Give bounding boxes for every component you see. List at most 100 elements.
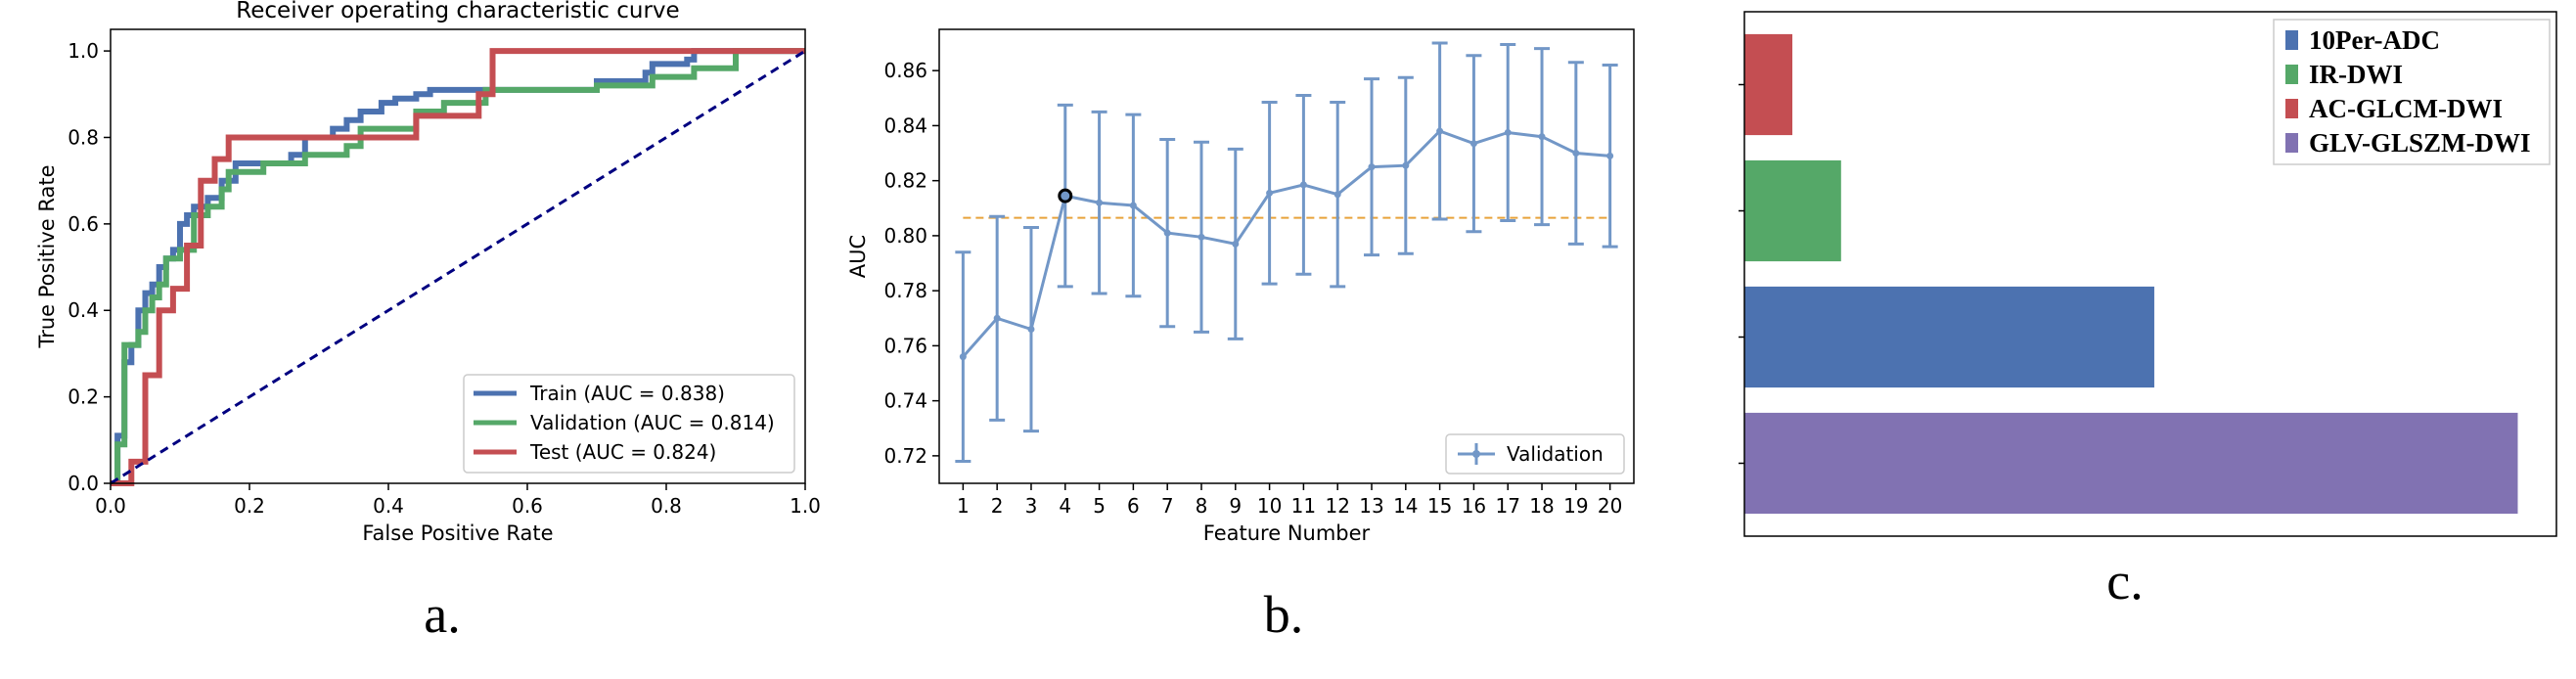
panel-b-xtick-label: 9	[1229, 494, 1242, 518]
panel-a-ytick-label: 0.4	[68, 298, 99, 322]
panel-c-legend: 10Per-ADC IR-DWI AC-GLCM-DWI GLV-GLSZM-D…	[2273, 19, 2551, 165]
panel-a-ylabel: True Positive Rate	[35, 164, 59, 348]
panel-b-point	[1198, 233, 1205, 241]
panel-b-series-group	[959, 127, 1614, 361]
panel-b-point	[993, 314, 1001, 322]
panel-a-xtick-label: 0.8	[651, 494, 682, 518]
panel-b-caption: b.	[1264, 585, 1304, 644]
panel-b-ytick-label: 0.78	[883, 279, 927, 302]
panel-b-xtick-label: 16	[1462, 494, 1486, 518]
panel-b-ytick-label: 0.74	[883, 389, 927, 413]
panel-b-point	[1402, 161, 1410, 169]
panel-a-xtick-label: 0.0	[95, 494, 126, 518]
panel-b-xtick-label: 14	[1393, 494, 1418, 518]
panel-b-xtick-label: 8	[1196, 494, 1208, 518]
panel-a-ticks: 0.0 0.2 0.4 0.6 0.8 1.0 0.0 0.2 0.4 0.6 0.8 1.0	[68, 39, 821, 518]
panel-a-xtick-label: 0.6	[512, 494, 543, 518]
panel-b-legend-validation: Validation	[1507, 442, 1604, 466]
panel-b-point	[1606, 152, 1614, 159]
panel-b-point	[1266, 189, 1274, 197]
panel-c-legend-glv-glszm-dwi: GLV-GLSZM-DWI	[2309, 128, 2531, 158]
panel-b: 1 2 3 4 5 6 7 8 9 10 11 12 13 14 15 16 17 18 19 200.720.740…	[846, 28, 1635, 644]
panel-b-xlabel: Feature Number	[1203, 521, 1371, 545]
panel-b-point	[1096, 199, 1104, 206]
panel-b-point	[1469, 140, 1477, 148]
panel-b-xtick-label: 20	[1598, 494, 1622, 518]
panel-a-legend: Train (AUC = 0.838) Validation (AUC = 0.…	[463, 374, 795, 474]
panel-a-xtick-label: 1.0	[790, 494, 821, 518]
panel-b-point	[1436, 127, 1444, 135]
panel-b-xtick-label: 2	[991, 494, 1004, 518]
panel-b-point	[1333, 191, 1341, 199]
panel-a-ytick-label: 0.2	[68, 385, 99, 409]
panel-c-bar-group	[1744, 33, 2518, 515]
panel-b-legend-box	[1445, 433, 1625, 475]
panel-a-series-group	[110, 48, 806, 486]
panel-b-ytick-label: 0.84	[883, 113, 927, 137]
panel-b-xtick-label: 7	[1161, 494, 1174, 518]
panel-b-xtick-label: 19	[1563, 494, 1588, 518]
panel-a-title: Receiver operating characteristic curve	[236, 0, 679, 23]
panel-b-point	[959, 353, 967, 361]
panel-a-xtick-label: 0.4	[373, 494, 404, 518]
panel-b-ytick-label: 0.86	[883, 59, 927, 82]
panel-b-xtick-label: 17	[1495, 494, 1519, 518]
panel-b-ytick-label: 0.72	[883, 444, 927, 468]
panel-b-point	[1129, 202, 1137, 209]
panel-c-legend-swatch-glv-glszm-dwi	[2285, 133, 2298, 153]
panel-a-ytick-label: 0.6	[68, 212, 99, 236]
panel-b-xtick-label: 6	[1127, 494, 1140, 518]
panel-b-point	[1232, 240, 1240, 248]
panel-b-point	[1299, 181, 1307, 189]
panel-b-point	[1027, 326, 1035, 334]
panel-a-caption: a.	[424, 585, 460, 644]
panel-b-xtick-label: 12	[1325, 494, 1349, 518]
panel-b-plot-frame	[938, 28, 1635, 484]
panel-b-xtick-label: 13	[1359, 494, 1383, 518]
panel-c-bar-10per-adc	[1744, 286, 2154, 388]
panel-b-ticks: 1 2 3 4 5 6 7 8 9 10 11 12 13 14 15 16 17 18 19 200.720.740…	[883, 59, 1622, 518]
panel-b-ytick-label: 0.82	[883, 169, 927, 193]
panel-b-point	[1504, 128, 1512, 136]
panel-b-legend: Validation	[1445, 433, 1625, 475]
panel-b-ytick-label: 0.80	[883, 224, 927, 248]
panel-a: Receiver operating characteristic curve …	[35, 0, 821, 644]
panel-c-plot-frame	[1743, 11, 2557, 537]
panel-a-legend-box	[463, 374, 795, 474]
panel-c-legend-swatch-10per-adc	[2285, 30, 2298, 50]
panel-c-legend-box	[2273, 19, 2551, 165]
panel-a-series-test	[111, 48, 805, 486]
panel-b-point	[1163, 229, 1171, 237]
panel-a-legend-train: Train (AUC = 0.838)	[529, 382, 725, 405]
panel-c-legend-swatch-ac-glcm-dwi	[2285, 99, 2298, 118]
panel-a-ytick-label: 1.0	[68, 39, 99, 63]
panel-b-xtick-label: 11	[1291, 494, 1316, 518]
panel-c-ticks	[1739, 83, 1744, 465]
panel-c-legend-swatch-ir-dwi	[2285, 65, 2298, 84]
panel-b-point	[1368, 163, 1376, 171]
panel-b-legend-marker	[1458, 443, 1495, 465]
panel-b-errorbar-group	[955, 41, 1618, 464]
panel-b-xtick-label: 15	[1427, 494, 1452, 518]
panel-c-legend-10per-adc: 10Per-ADC	[2309, 25, 2440, 55]
panel-c-legend-ac-glcm-dwi: AC-GLCM-DWI	[2309, 94, 2503, 123]
panel-b-xtick-label: 5	[1093, 494, 1106, 518]
panel-a-legend-test: Test (AUC = 0.824)	[529, 440, 716, 464]
panel-b-point	[1572, 150, 1580, 158]
panel-a-plot-frame	[110, 28, 806, 484]
panel-a-series-validation	[111, 48, 805, 486]
panel-a-xlabel: False Positive Rate	[362, 521, 553, 545]
panel-c-legend-ir-dwi: IR-DWI	[2309, 60, 2403, 89]
panel-a-chance-line	[110, 49, 806, 485]
panel-a-xtick-label: 0.2	[234, 494, 265, 518]
panel-b-ytick-label: 0.76	[883, 334, 927, 357]
panel-b-legend-point	[1472, 450, 1480, 458]
panel-c-bar-glv-glszm-dwi	[1744, 412, 2518, 515]
panel-c-caption: c.	[2106, 552, 2143, 611]
panel-b-xtick-label: 10	[1257, 494, 1282, 518]
panel-a-legend-validation: Validation (AUC = 0.814)	[530, 411, 775, 434]
panel-b-xtick-label: 1	[957, 494, 970, 518]
panel-b-ylabel: AUC	[846, 235, 870, 278]
panel-a-ytick-label: 0.8	[68, 125, 99, 149]
